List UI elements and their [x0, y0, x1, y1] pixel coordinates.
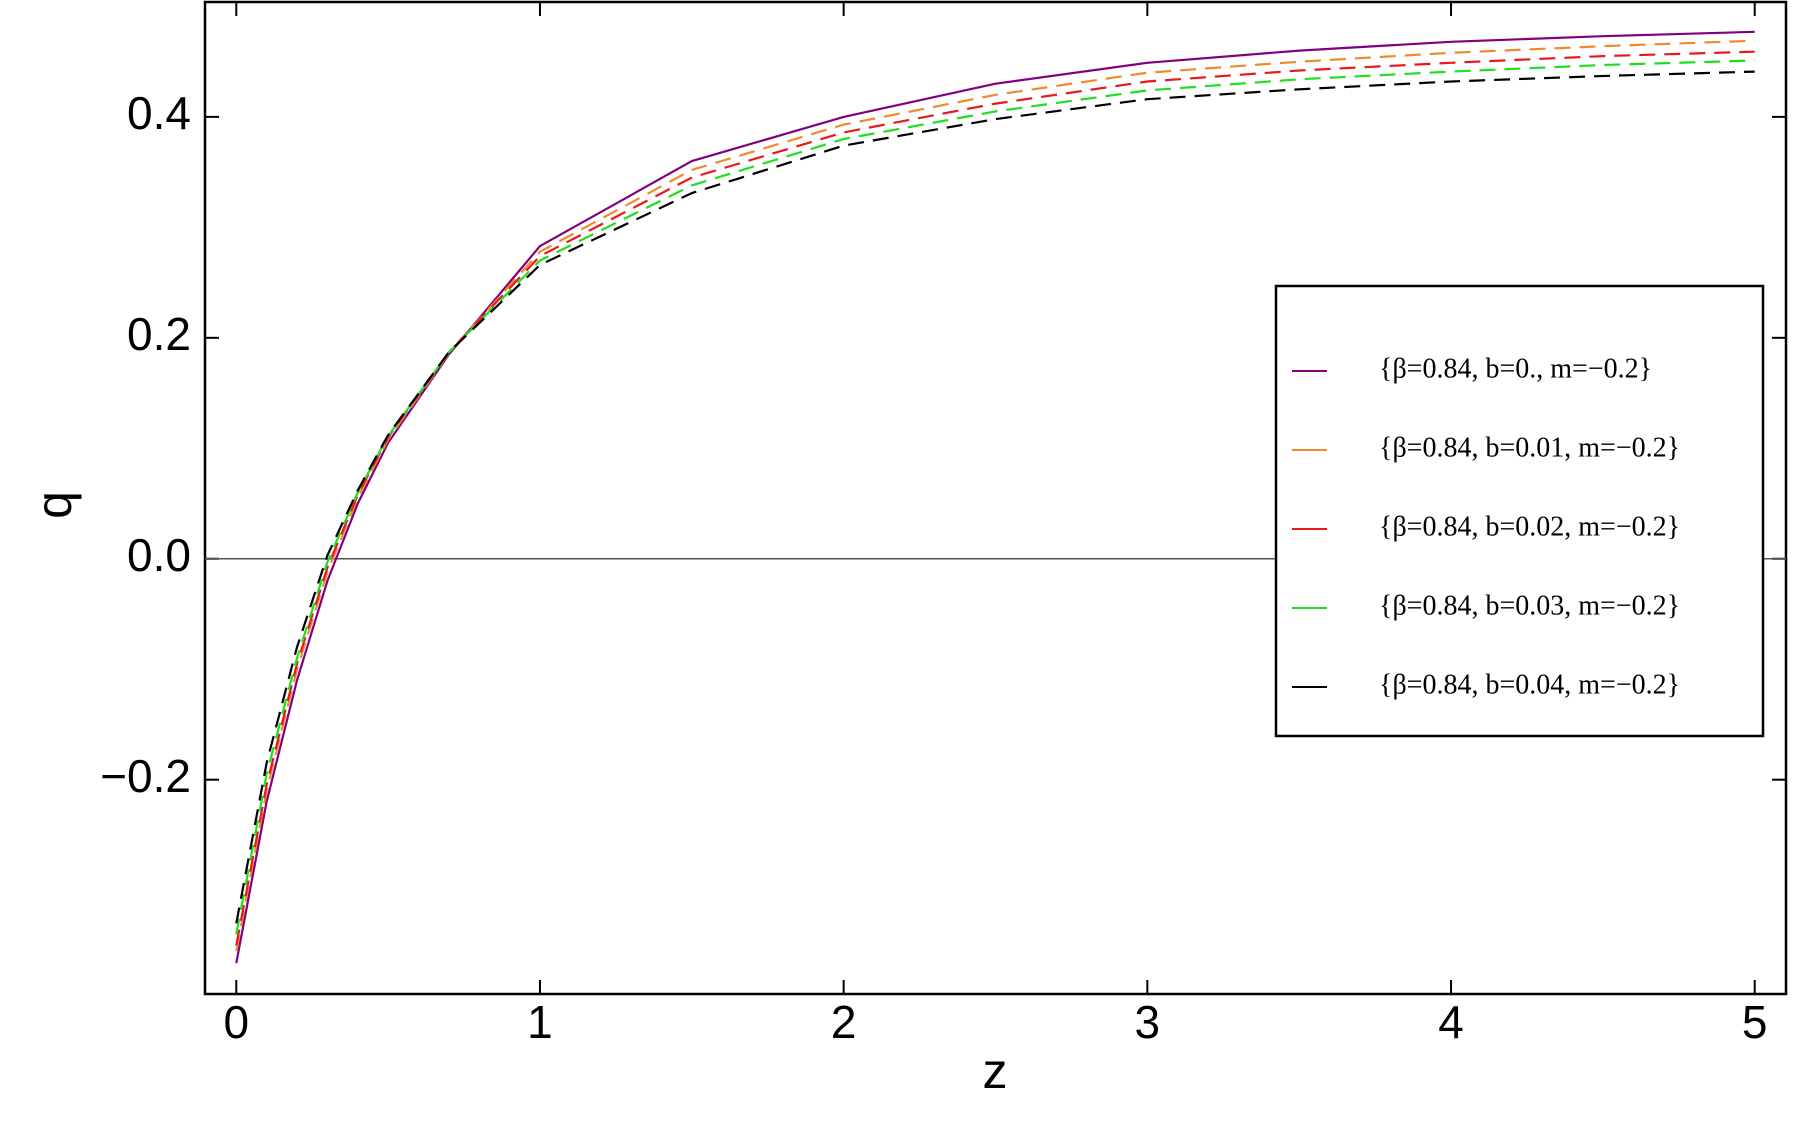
legend-label: {β=0.84, b=0.01, m=−0.2}: [1379, 432, 1680, 463]
legend-box: [1274, 284, 1765, 738]
y-tick-label: 0.2: [127, 308, 191, 360]
legend-label: {β=0.84, b=0.03, m=−0.2}: [1379, 590, 1680, 621]
x-tick-label: 1: [527, 996, 553, 1048]
series-line: [235, 59, 1755, 935]
legend-label: {β=0.84, b=0.04, m=−0.2}: [1379, 669, 1680, 700]
x-axis-label: z: [983, 1043, 1008, 1099]
series-line: [235, 39, 1755, 952]
y-tick-label: 0.0: [127, 529, 191, 581]
y-axis-label: q: [26, 491, 82, 519]
y-tick-label: −0.2: [100, 750, 191, 802]
plot-frame: [203, 0, 1788, 996]
x-tick-label: 0: [223, 996, 249, 1048]
legend-label: {β=0.84, b=0.02, m=−0.2}: [1379, 511, 1680, 542]
series-line: [235, 50, 1755, 946]
x-tick-label: 5: [1742, 996, 1768, 1048]
x-tick-label: 3: [1135, 996, 1161, 1048]
series-line: [235, 30, 1755, 964]
series-line: [235, 70, 1755, 924]
x-tick-label: 2: [831, 996, 857, 1048]
y-tick-label: 0.4: [127, 87, 191, 139]
x-tick-label: 4: [1438, 996, 1464, 1048]
legend-label: {β=0.84, b=0., m=−0.2}: [1379, 353, 1652, 384]
